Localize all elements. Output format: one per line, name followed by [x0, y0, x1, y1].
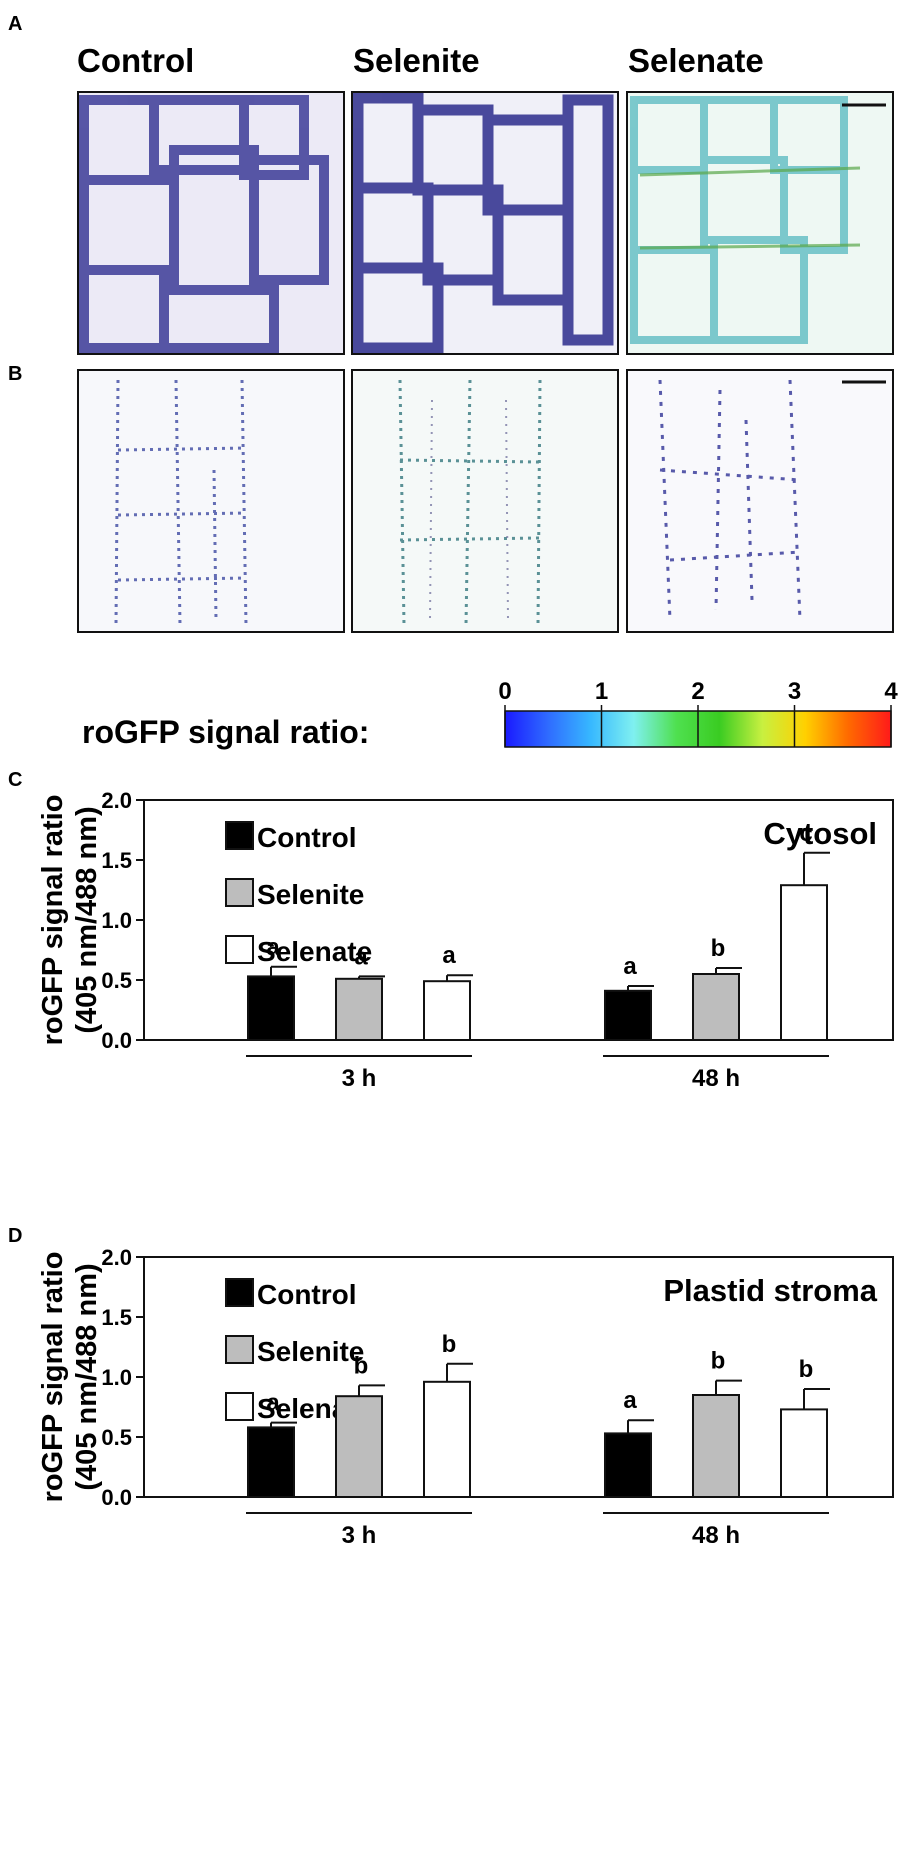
- panel-label-c: C: [8, 769, 22, 791]
- significance-letter: a: [623, 1387, 637, 1414]
- bar: [604, 989, 652, 1041]
- y-tick-label: 0.5: [101, 1425, 132, 1450]
- bar: [335, 977, 383, 1041]
- legend-swatch: [225, 1392, 254, 1421]
- y-axis-label: roGFP signal ratio: [37, 795, 69, 1046]
- colorbar-tick-label: 1: [595, 678, 608, 705]
- legend-label: Selenite: [257, 879, 364, 910]
- micrograph-a-selenate: [626, 91, 894, 355]
- bar: [423, 1380, 471, 1499]
- legend-label: Selenite: [257, 1336, 364, 1367]
- micrograph-b-selenite: [351, 369, 619, 633]
- micrograph-a-control: [77, 91, 345, 355]
- legend-swatch: [225, 878, 254, 907]
- bar: [423, 980, 471, 1042]
- colorbar-tick-label: 4: [884, 678, 898, 705]
- significance-letter: c: [799, 820, 812, 847]
- column-title-selenate: Selenate: [628, 42, 764, 79]
- legend-swatch: [225, 1278, 254, 1307]
- legend-swatch: [225, 821, 254, 850]
- colorbar-tick-label: 2: [691, 678, 704, 705]
- x-category-label: 48 h: [692, 1065, 740, 1092]
- significance-letter: a: [442, 942, 456, 969]
- bar: [692, 1394, 740, 1498]
- micrograph-a-selenite: [351, 91, 619, 355]
- significance-letter: a: [266, 934, 280, 961]
- micrograph-b-selenate: [626, 369, 894, 633]
- panel-label-d: D: [8, 1225, 22, 1247]
- significance-letter: b: [711, 1348, 726, 1375]
- bar: [247, 1426, 295, 1499]
- significance-letter: b: [799, 1356, 814, 1383]
- colorbar-label: roGFP signal ratio:: [82, 714, 369, 750]
- bar: [247, 975, 295, 1042]
- legend-label: Selenate: [257, 936, 372, 967]
- chart-cytosol: 0.0 0.5 1.0 1.5 2.0 roGFP signal ratio (405 nm…: [37, 788, 894, 1092]
- y-tick-label: 1.5: [101, 1305, 132, 1330]
- bar: [335, 1395, 383, 1498]
- y-axis-label-units: (405 nm/488 nm): [71, 806, 103, 1033]
- significance-letter: a: [354, 943, 368, 970]
- column-title-selenite: Selenite: [353, 42, 480, 79]
- y-tick-label: 2.0: [101, 788, 132, 813]
- colorbar-tick-label: 3: [788, 678, 801, 705]
- y-tick-label: 1.0: [101, 1365, 132, 1390]
- colorbar: 0 1 2 3 4: [498, 678, 898, 748]
- bar: [604, 1432, 652, 1499]
- y-tick-label: 0.0: [101, 1028, 132, 1053]
- legend-swatch: [225, 1335, 254, 1364]
- y-tick-label: 0.0: [101, 1485, 132, 1510]
- y-tick-label: 0.5: [101, 968, 132, 993]
- panel-label-a: A: [8, 13, 22, 35]
- colorbar-tick-label: 0: [498, 678, 511, 705]
- legend-label: Control: [257, 1279, 357, 1310]
- legend-label: Control: [257, 822, 357, 853]
- bar: [780, 1408, 828, 1499]
- column-title-control: Control: [77, 42, 194, 79]
- y-tick-label: 1.0: [101, 908, 132, 933]
- bar: [692, 973, 740, 1041]
- chart-plastid-stroma: 0.0 0.5 1.0 1.5 2.0 roGFP signal ratio (405 nm…: [37, 1245, 894, 1549]
- legend-swatch: [225, 935, 254, 964]
- chart-title: Cytosol: [763, 816, 877, 851]
- chart-title: Plastid stroma: [663, 1273, 877, 1308]
- significance-letter: b: [442, 1331, 457, 1358]
- y-tick-label: 1.5: [101, 848, 132, 873]
- x-category-label: 3 h: [342, 1065, 377, 1092]
- micrograph-b-control: [77, 369, 345, 633]
- panel-label-b: B: [8, 363, 22, 385]
- x-category-label: 48 h: [692, 1522, 740, 1549]
- y-tick-label: 2.0: [101, 1245, 132, 1270]
- significance-letter: a: [266, 1390, 280, 1417]
- significance-letter: b: [711, 935, 726, 962]
- significance-letter: a: [623, 953, 637, 980]
- y-axis-label-units: (405 nm/488 nm): [71, 1263, 103, 1490]
- y-axis-label: roGFP signal ratio: [37, 1252, 69, 1503]
- significance-letter: b: [354, 1352, 369, 1379]
- bar: [780, 884, 828, 1042]
- x-category-label: 3 h: [342, 1522, 377, 1549]
